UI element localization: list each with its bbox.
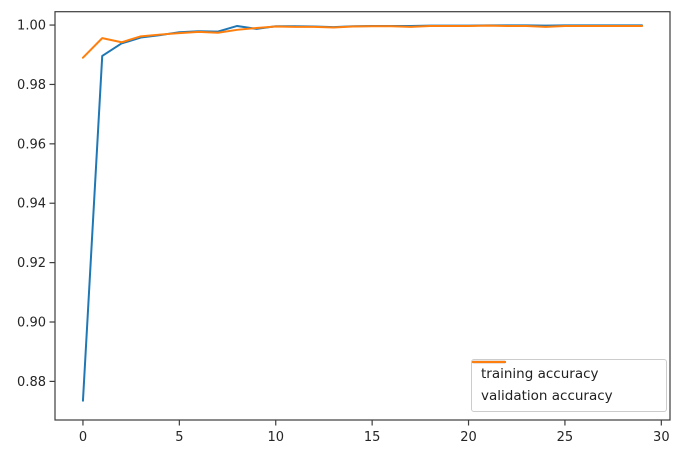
x-tick-label: 25 [557, 430, 574, 445]
y-tick-label: 0.92 [17, 256, 46, 271]
x-tick-label: 15 [364, 430, 381, 445]
axes-frame [54, 11, 671, 421]
y-tick-label: 0.90 [17, 316, 46, 331]
y-tick-label: 0.96 [17, 137, 46, 152]
validation-accuracy-line [81, 24, 644, 59]
training-accuracy-line [81, 24, 644, 402]
validation-line-swatch-icon [472, 360, 506, 364]
y-tick-label: 1.00 [17, 19, 46, 34]
legend-label-validation-accuracy: validation accuracy [481, 388, 613, 404]
x-tick-label: 20 [460, 430, 477, 445]
x-tick-label: 5 [175, 430, 183, 445]
x-tick-label: 30 [653, 430, 670, 445]
x-tick-label: 10 [267, 430, 284, 445]
y-tick-label: 0.94 [17, 197, 46, 212]
y-tick-label: 0.88 [17, 375, 46, 390]
legend: training accuracy validation accuracy [471, 359, 667, 412]
legend-item-training-accuracy: training accuracy [472, 360, 657, 384]
legend-item-validation-accuracy: validation accuracy [472, 360, 657, 406]
y-tick-label: 0.98 [17, 78, 46, 93]
legend-label-training-accuracy: training accuracy [481, 366, 599, 382]
x-tick-label: 0 [79, 430, 87, 445]
